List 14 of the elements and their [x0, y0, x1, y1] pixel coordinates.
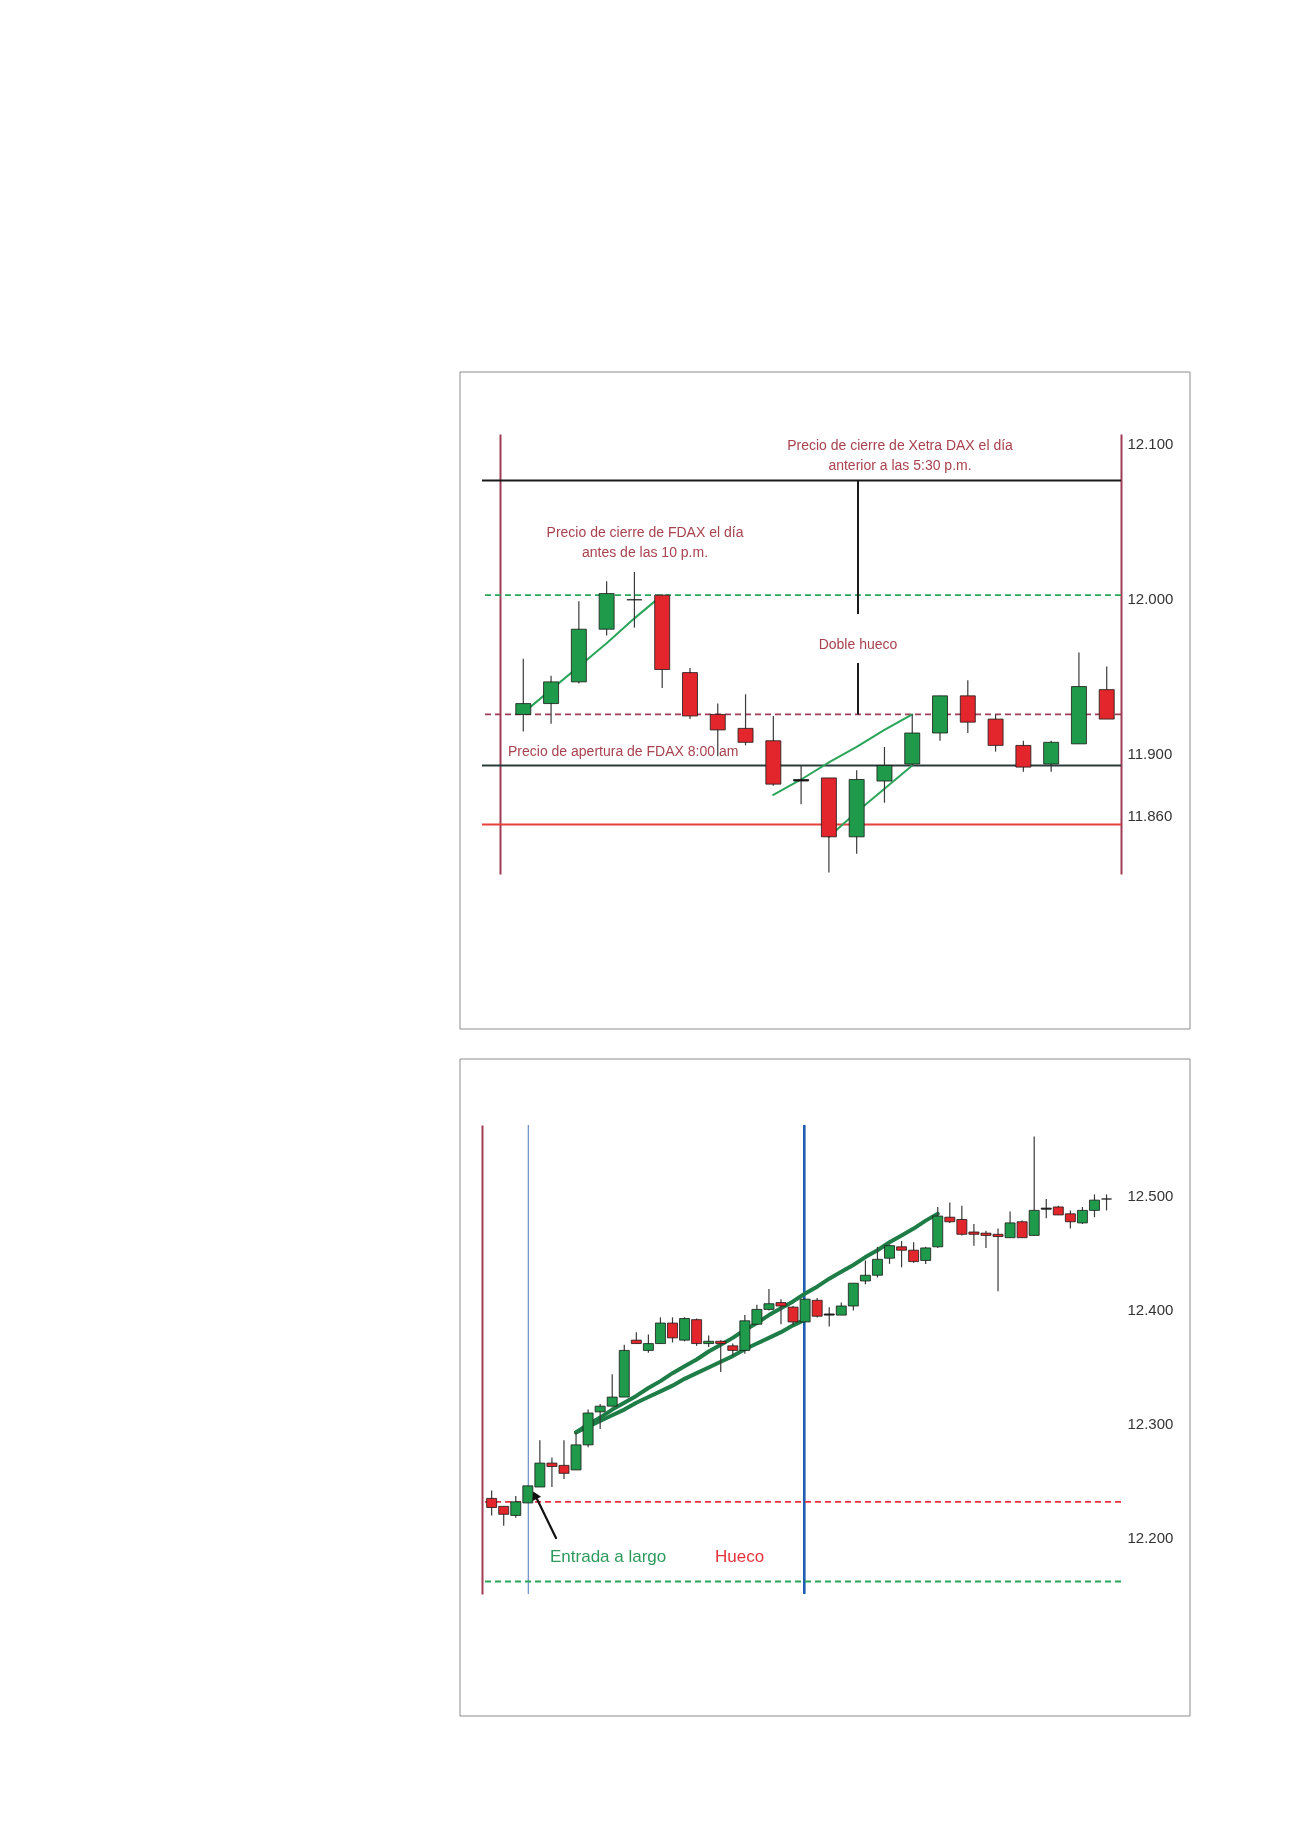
y-tick-label: 11.900: [1127, 744, 1173, 762]
annotation: Precio de cierre de Xetra DAX el día anterior a las 5:30 p.m.: [787, 437, 1014, 473]
ref-line-label: Hueco: [715, 1546, 765, 1566]
y-tick-label: 12.000: [1127, 589, 1174, 607]
y-tick-label: 12.100: [1127, 434, 1174, 452]
y-tick-label: 12.200: [1127, 1528, 1174, 1546]
y-tick-label: 12.500: [1127, 1187, 1174, 1205]
annotation: Doble hueco: [818, 636, 898, 652]
annotation: Precio de cierre de FDAX el día antes de las 10 p.m.: [546, 524, 744, 560]
y-tick-label: 12.300: [1127, 1414, 1174, 1432]
annotation: Precio de apertura de FDAX 8:00 am: [508, 743, 739, 759]
y-tick-label: 12.400: [1127, 1300, 1174, 1318]
y-tick-label: 11.860: [1127, 806, 1173, 824]
annotation: Entrada a largo: [550, 1547, 667, 1566]
